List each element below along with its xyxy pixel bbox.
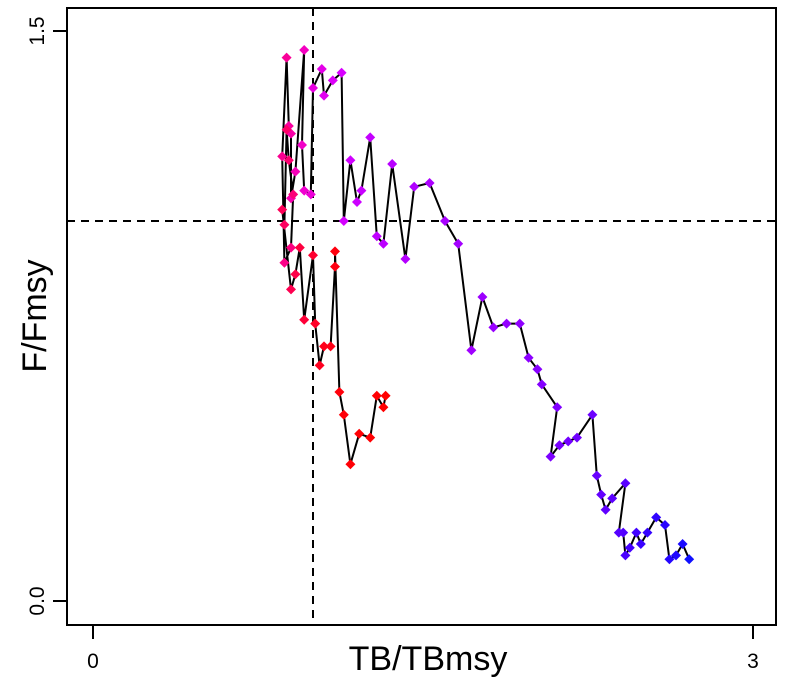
x-tick-label-0: 0 [87, 650, 99, 673]
data-point [305, 189, 316, 200]
data-point [536, 379, 547, 390]
data-point [365, 432, 376, 443]
data-point [554, 440, 565, 451]
y-tick-label-0: 0.0 [26, 586, 49, 615]
plot-border [66, 7, 777, 626]
data-point [319, 90, 329, 101]
data-point [365, 132, 376, 143]
reference-lines [67, 8, 776, 625]
data-point [297, 140, 307, 150]
data-point [281, 124, 292, 135]
data-point [501, 318, 512, 329]
data-point [600, 504, 611, 515]
data-point [352, 197, 362, 207]
y-axis-title: F/Fmsy [16, 259, 54, 372]
data-point [440, 216, 450, 226]
y-axis: 0.0 1.5 F/Fmsy [16, 16, 67, 616]
data-point [279, 219, 290, 230]
x-tick-label-3: 3 [747, 650, 759, 673]
data-point [453, 238, 464, 249]
data-point [631, 527, 642, 538]
data-point [299, 314, 310, 325]
data-point [624, 542, 635, 553]
data-point [671, 550, 681, 561]
data-point [620, 550, 631, 561]
data-point [514, 318, 525, 329]
data-point [294, 242, 305, 253]
data-point [613, 527, 624, 538]
data-point [279, 257, 290, 268]
data-point [334, 387, 345, 397]
x-axis-title: TB/TBmsy [349, 640, 508, 678]
data-point [277, 151, 288, 162]
data-point [327, 75, 338, 86]
data-point [642, 527, 653, 538]
data-point [466, 345, 477, 356]
data-point [387, 159, 398, 169]
data-point [330, 261, 340, 272]
data-point [684, 554, 695, 565]
data-point [277, 204, 288, 215]
data-point [308, 83, 318, 93]
data-point [314, 360, 325, 371]
data-point [290, 269, 301, 280]
data-point [345, 459, 356, 470]
data-point [319, 341, 329, 352]
data-point [325, 341, 336, 352]
data-point [651, 512, 662, 523]
data-point [400, 254, 411, 264]
data-point [283, 155, 294, 166]
data-point [532, 364, 543, 375]
data-point [620, 478, 631, 489]
data-point [552, 402, 563, 413]
data-point [563, 436, 574, 447]
y-tick-label-1-5: 1.5 [26, 16, 49, 45]
data-point [356, 185, 367, 196]
data-point [424, 178, 435, 188]
data-point [371, 231, 382, 242]
data-point [378, 238, 389, 249]
data-point [316, 64, 327, 74]
data-point [338, 409, 349, 420]
data-point [409, 181, 420, 192]
data-point [308, 250, 318, 261]
x-axis: 0 3 TB/TBmsy [87, 625, 759, 678]
data-point [310, 318, 321, 329]
data-point [664, 554, 675, 565]
data-point [336, 67, 347, 78]
data-point [596, 489, 607, 500]
data-point [286, 284, 296, 295]
data-point [281, 52, 292, 63]
data-point [354, 428, 365, 439]
data-point [635, 539, 646, 549]
data-point [299, 45, 310, 55]
data-point [607, 493, 618, 504]
data-point [299, 185, 310, 196]
data-point [660, 520, 670, 530]
data-point [677, 539, 688, 549]
data-point [587, 409, 598, 420]
data-point [477, 292, 488, 302]
data-point [523, 352, 534, 363]
data-point [286, 242, 296, 253]
data-points [277, 45, 695, 565]
data-point [290, 166, 301, 177]
data-point [345, 155, 356, 166]
data-point [380, 390, 391, 401]
data-point [378, 402, 389, 413]
data-point [545, 451, 556, 462]
data-point [371, 390, 382, 401]
data-point [338, 216, 349, 226]
data-point [572, 432, 582, 443]
data-point [591, 470, 602, 481]
data-point [488, 322, 499, 333]
data-point [330, 246, 340, 257]
data-point [288, 189, 299, 200]
